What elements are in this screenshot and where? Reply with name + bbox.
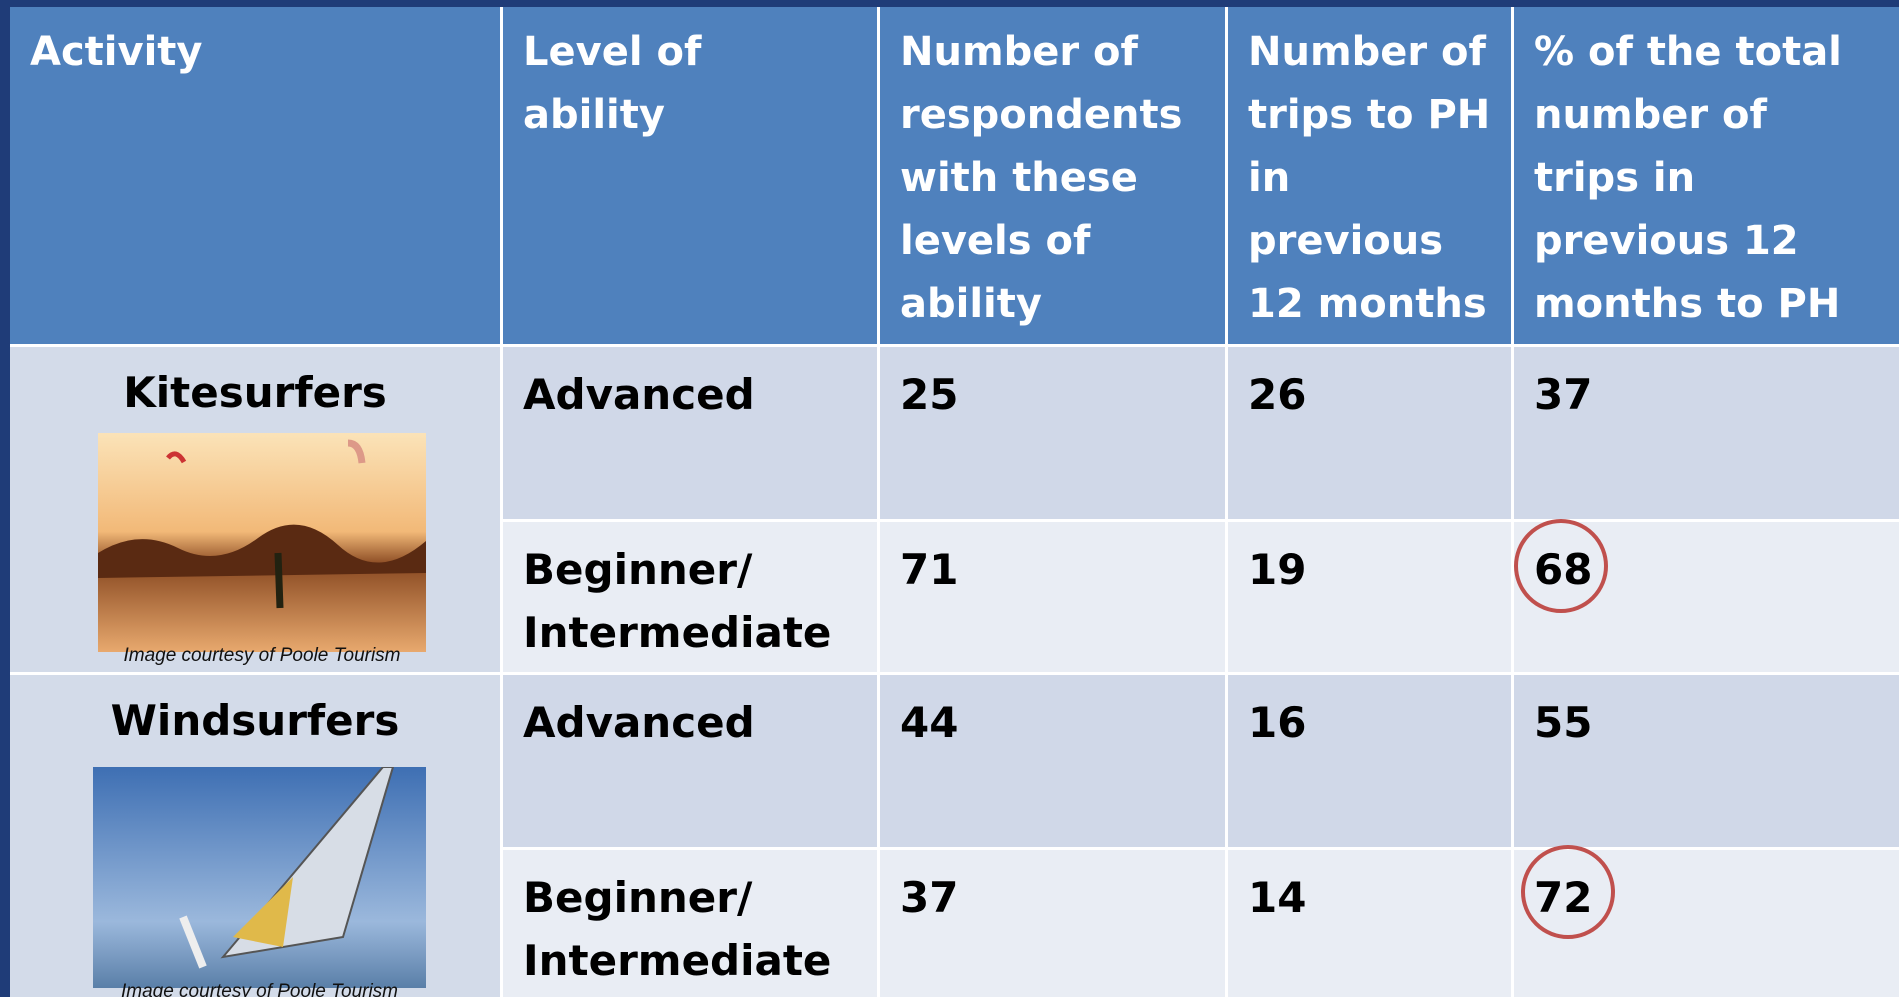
- header-cell: % of the total number of trips in previo…: [1514, 7, 1899, 344]
- level-cell: Advanced: [503, 347, 877, 519]
- header-cell: Activity: [10, 7, 500, 344]
- header-cell: Number of trips to PH in previous 12 mon…: [1228, 7, 1511, 344]
- activity-image: Image courtesy of Poole Tourism: [98, 433, 426, 669]
- header-cell: Number of respondents with these levels …: [880, 7, 1225, 344]
- activity-name: Windsurfers: [30, 689, 480, 752]
- activity-cell: Kitesurfers Image courtesy of Poole Touri…: [10, 347, 500, 672]
- page: ActivityLevel of abilityNumber of respon…: [0, 0, 1899, 997]
- image-caption: Image courtesy of Poole Tourism: [93, 981, 426, 997]
- header-cell: Level of ability: [503, 7, 877, 344]
- value-cell: 16: [1228, 675, 1511, 847]
- value-cell: 68: [1514, 522, 1899, 672]
- value-cell: 44: [880, 675, 1225, 847]
- value-cell: 55: [1514, 675, 1899, 847]
- activity-name: Kitesurfers: [30, 361, 480, 424]
- value-cell: 14: [1228, 850, 1511, 997]
- value-cell: 71: [880, 522, 1225, 672]
- value-cell: 37: [1514, 347, 1899, 519]
- value-cell: 25: [880, 347, 1225, 519]
- value-cell: 19: [1228, 522, 1511, 672]
- level-cell: Advanced: [503, 675, 877, 847]
- image-caption: Image courtesy of Poole Tourism: [98, 645, 426, 667]
- level-cell: Beginner/ Intermediate: [503, 522, 877, 672]
- value-cell: 37: [880, 850, 1225, 997]
- activity-image: Image courtesy of Poole Tourism: [93, 767, 426, 997]
- activity-cell: Windsurfers Image courtesy of Poole Touri…: [10, 675, 500, 997]
- level-cell: Beginner/ Intermediate: [503, 850, 877, 997]
- value-cell: 26: [1228, 347, 1511, 519]
- value-cell: 72: [1514, 850, 1899, 997]
